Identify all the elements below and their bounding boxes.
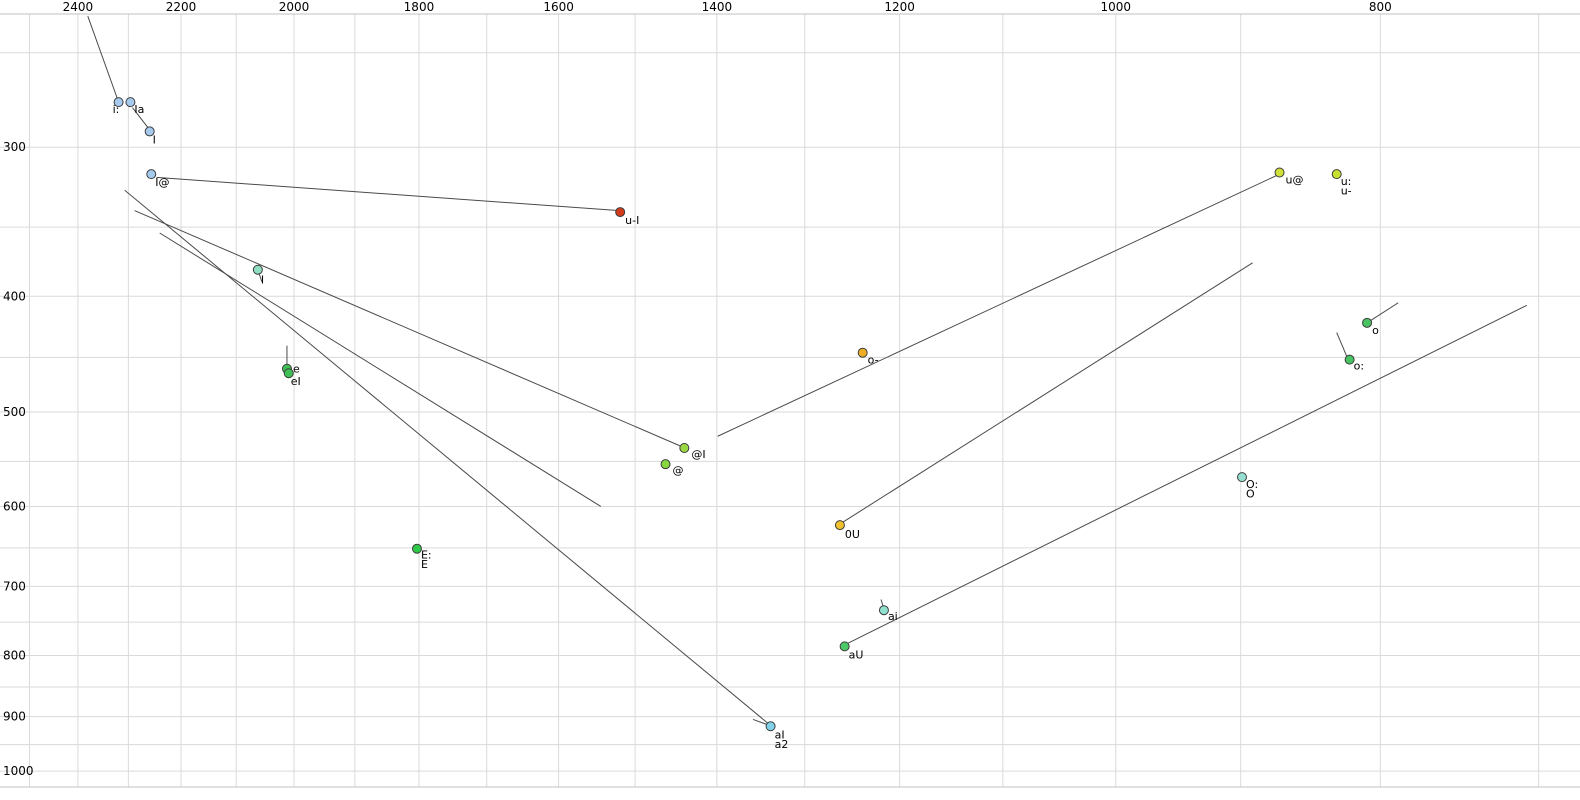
point-label: i: [113,103,120,116]
point-label: E [421,558,428,571]
vowel-point [679,442,690,453]
point-label: O: [1246,478,1258,491]
trajectory-line [87,16,120,103]
vowel-point [1237,472,1248,483]
trajectory-line [156,176,618,212]
point-label: u-I [625,214,639,227]
vowel-point [857,347,868,358]
trajectory-line [845,304,1528,645]
vowel-point [411,543,422,554]
point-label: o: [1354,360,1364,373]
vowel-point [252,264,263,275]
point-label: @I [691,448,705,461]
point-label: Ia [134,103,144,116]
x-tick-label: 1800 [404,0,435,14]
trajectory-line [124,189,770,725]
point-label: a2 [775,738,789,751]
point-label: 0U [845,528,860,541]
trajectory-line [840,262,1253,524]
trajectory-line [159,232,602,507]
y-tick-label: 700 [3,579,26,593]
point-label: e [293,363,300,376]
x-tick-label: 800 [1369,0,1392,14]
vowel-point [283,368,294,379]
x-tick-label: 1600 [543,0,574,14]
point-label: I [261,274,264,287]
point-label: aU [849,648,864,661]
y-tick-label: 300 [3,140,26,154]
y-tick-label: 800 [3,649,26,663]
vowel-point [1274,167,1285,178]
x-tick-label: 1200 [884,0,915,14]
vowel-point [839,641,850,652]
point-label: o [1372,324,1379,337]
vowel-point [834,520,845,531]
y-tick-label: 400 [3,289,26,303]
point-label: I@ [155,176,169,189]
point-label: u: [1341,175,1352,188]
x-tick-label: 2200 [166,0,197,14]
trajectory-line [717,173,1280,437]
point-label: I [153,133,156,146]
vowel-point [765,721,776,732]
point-label: @ [673,464,684,477]
trajectory-line [1366,302,1399,324]
point-label: O [1246,488,1255,501]
point-label: E: [421,549,432,562]
trajectory-line [1336,332,1349,360]
y-tick-label: 500 [3,405,26,419]
vowel-point [113,97,124,108]
vowel-point [146,169,157,180]
trajectory-line [134,210,683,448]
point-label: u- [1341,185,1352,198]
vowel-point [615,207,626,218]
x-tick-label: 1400 [702,0,733,14]
y-tick-label: 600 [3,499,26,513]
vowel-point [1331,169,1342,180]
vowel-point [125,97,136,108]
point-label: u@ [1286,174,1304,187]
y-tick-label: 1000 [3,764,34,778]
x-tick-label: 2400 [63,0,94,14]
y-tick-label: 900 [3,710,26,724]
point-label: aI [775,728,785,741]
trajectory-line [132,107,149,129]
vowel-point [660,459,671,470]
vowel-point [878,605,889,616]
vowel-point [1344,354,1355,365]
point-label: eI [291,375,301,388]
x-tick-label: 2000 [279,0,310,14]
vowel-point [1362,317,1373,328]
point-label: ai [888,610,898,623]
x-tick-label: 1000 [1101,0,1132,14]
vowel-point [144,126,155,137]
point-label: o- [868,354,879,367]
